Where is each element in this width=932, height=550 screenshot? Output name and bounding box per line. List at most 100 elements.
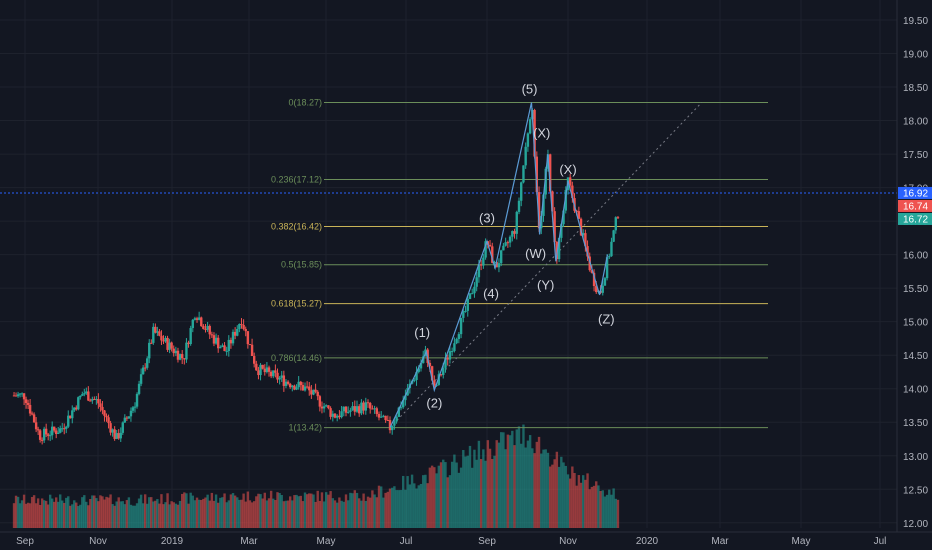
- volume-bar: [274, 499, 277, 528]
- candle-body: [217, 337, 220, 349]
- candle-body: [131, 407, 135, 411]
- volume-bar: [206, 494, 209, 528]
- volume-bar: [599, 491, 602, 528]
- volume-bar: [446, 477, 449, 528]
- candle-body: [99, 403, 102, 407]
- volume-bar: [417, 485, 420, 528]
- candle-body: [338, 415, 341, 418]
- volume-bar: [263, 492, 266, 528]
- volume-bar: [189, 492, 192, 528]
- volume-bar: [555, 451, 559, 528]
- volume-bar: [172, 502, 175, 528]
- volume-bar: [528, 435, 532, 528]
- candle-body: [314, 389, 317, 392]
- volume-bar: [433, 467, 436, 528]
- candle-body: [577, 211, 581, 219]
- candle-body: [240, 323, 243, 325]
- volume-bar: [81, 497, 84, 528]
- volume-bar: [455, 462, 458, 528]
- volume-bar: [533, 453, 536, 528]
- candle-body: [502, 245, 505, 251]
- candle-body: [571, 185, 574, 199]
- volume-bar: [597, 485, 600, 528]
- volume-bar: [384, 492, 387, 528]
- volume-bar: [272, 498, 275, 528]
- volume-bar: [50, 498, 54, 528]
- volume-bar: [293, 495, 296, 528]
- candle-body: [107, 417, 110, 424]
- wave-labels: (1) (2) (3) (4) (5) (X) (W) (Y) (X) (Z): [414, 82, 614, 411]
- volume-bar: [97, 501, 100, 528]
- candle-body: [595, 286, 598, 293]
- volume-bar: [573, 472, 576, 528]
- candle-body: [127, 416, 131, 419]
- candle-body: [61, 428, 64, 430]
- x-tick-label: May: [792, 536, 811, 547]
- volume-bar: [544, 449, 547, 528]
- candle-body: [537, 192, 541, 229]
- volume-bar: [380, 486, 383, 528]
- volume-bar: [331, 498, 334, 528]
- candle-body: [468, 293, 472, 299]
- candle-body: [347, 411, 350, 413]
- time-axis[interactable]: Sep Nov 2019 Mar May Jul Sep Nov 2020 Mar May Jul: [0, 531, 932, 547]
- candle-body: [466, 298, 469, 311]
- candle-body: [115, 433, 118, 439]
- candle-body: [551, 191, 554, 212]
- candle-body: [404, 395, 407, 401]
- volume-bar: [42, 500, 46, 528]
- volume-bar: [89, 498, 92, 528]
- candle-body: [278, 377, 281, 380]
- volume-bar: [601, 490, 604, 528]
- volume-bar: [150, 497, 153, 528]
- volume-bar: [366, 496, 370, 528]
- volume-bar: [305, 494, 309, 528]
- candle-body: [610, 241, 613, 257]
- volume-bar: [314, 501, 317, 528]
- candle-body: [244, 329, 247, 332]
- candle-body: [22, 393, 26, 400]
- volume-bar: [40, 498, 44, 528]
- x-tick-label: Nov: [559, 536, 577, 547]
- candle-body: [77, 397, 80, 410]
- volume-bar: [546, 452, 550, 528]
- candle-body: [548, 154, 552, 192]
- candle-body: [422, 356, 425, 364]
- candle-body: [274, 370, 277, 373]
- y-tick-label: 19.50: [903, 16, 928, 27]
- wave-label: (X): [559, 162, 576, 177]
- volume-bar: [65, 497, 68, 528]
- volume-bar: [333, 500, 337, 528]
- candle-body: [533, 109, 536, 157]
- volume-bar: [91, 495, 94, 528]
- candle-body: [586, 246, 589, 257]
- volume-bar: [479, 459, 483, 528]
- volume-bar: [103, 499, 106, 528]
- y-tick-label: 14.00: [903, 385, 928, 396]
- volume-bar: [99, 495, 102, 528]
- candle-body: [526, 133, 530, 147]
- volume-bar: [195, 497, 199, 528]
- volume-bar: [34, 503, 38, 528]
- candle-body: [24, 399, 28, 404]
- volume-bar: [219, 497, 222, 528]
- volume-bar: [208, 500, 211, 528]
- volume-bar: [308, 493, 311, 528]
- candle-body: [362, 402, 365, 411]
- volume-bar: [229, 494, 233, 528]
- candle-body: [568, 177, 572, 186]
- candle-body: [174, 350, 178, 354]
- candle-body: [36, 429, 40, 431]
- candle-body: [301, 385, 305, 391]
- wave-label: (1): [414, 325, 430, 340]
- price-axis[interactable]: 19.5019.0018.5018.0017.5017.0016.5016.00…: [896, 0, 928, 532]
- volume-bar: [127, 497, 131, 528]
- volume-bar: [568, 478, 572, 528]
- volume-bar: [111, 504, 114, 528]
- volume-bar: [391, 487, 394, 528]
- volume-bar: [435, 473, 438, 528]
- volume-bar: [77, 506, 80, 528]
- volume-bar: [464, 456, 467, 528]
